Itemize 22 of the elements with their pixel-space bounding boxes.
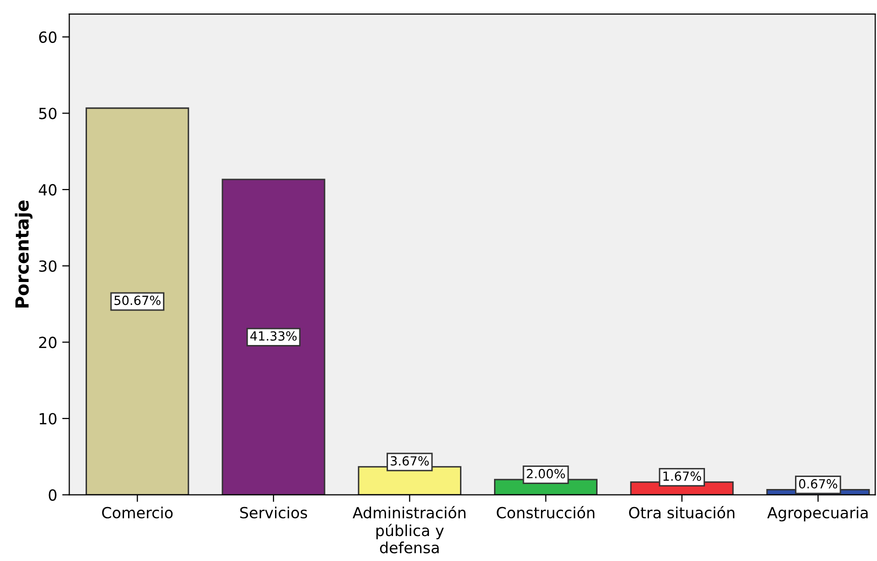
y-tick-label: 50 bbox=[39, 108, 56, 120]
bar bbox=[222, 178, 326, 495]
y-tick-label: 10 bbox=[40, 412, 56, 425]
data-label: 1.67% bbox=[663, 471, 702, 481]
y-axis-title: Porcentaje bbox=[14, 200, 32, 308]
bar bbox=[86, 107, 190, 495]
data-label: 41.33% bbox=[250, 331, 297, 341]
data-label: 3.67% bbox=[390, 456, 429, 466]
x-tick-label: Administración pública y defensa bbox=[352, 506, 466, 554]
data-label: 2.00% bbox=[526, 468, 565, 478]
x-tick-label: Agropecuaria bbox=[767, 506, 868, 522]
x-tick-label: Servicios bbox=[240, 506, 308, 518]
y-tick-label: 0 bbox=[48, 489, 56, 501]
y-tick-label: 40 bbox=[38, 184, 56, 196]
y-tick-label: 20 bbox=[39, 336, 56, 348]
y-tick-label: 30 bbox=[39, 260, 56, 272]
x-tick-label: Otra situación bbox=[629, 506, 734, 518]
data-label: 0.67% bbox=[799, 479, 838, 489]
x-tick-label: Construcción bbox=[496, 506, 594, 518]
y-tick-label: 60 bbox=[39, 31, 56, 43]
x-tick-label: Comercio bbox=[102, 506, 173, 518]
data-label: 50.67% bbox=[114, 296, 160, 306]
